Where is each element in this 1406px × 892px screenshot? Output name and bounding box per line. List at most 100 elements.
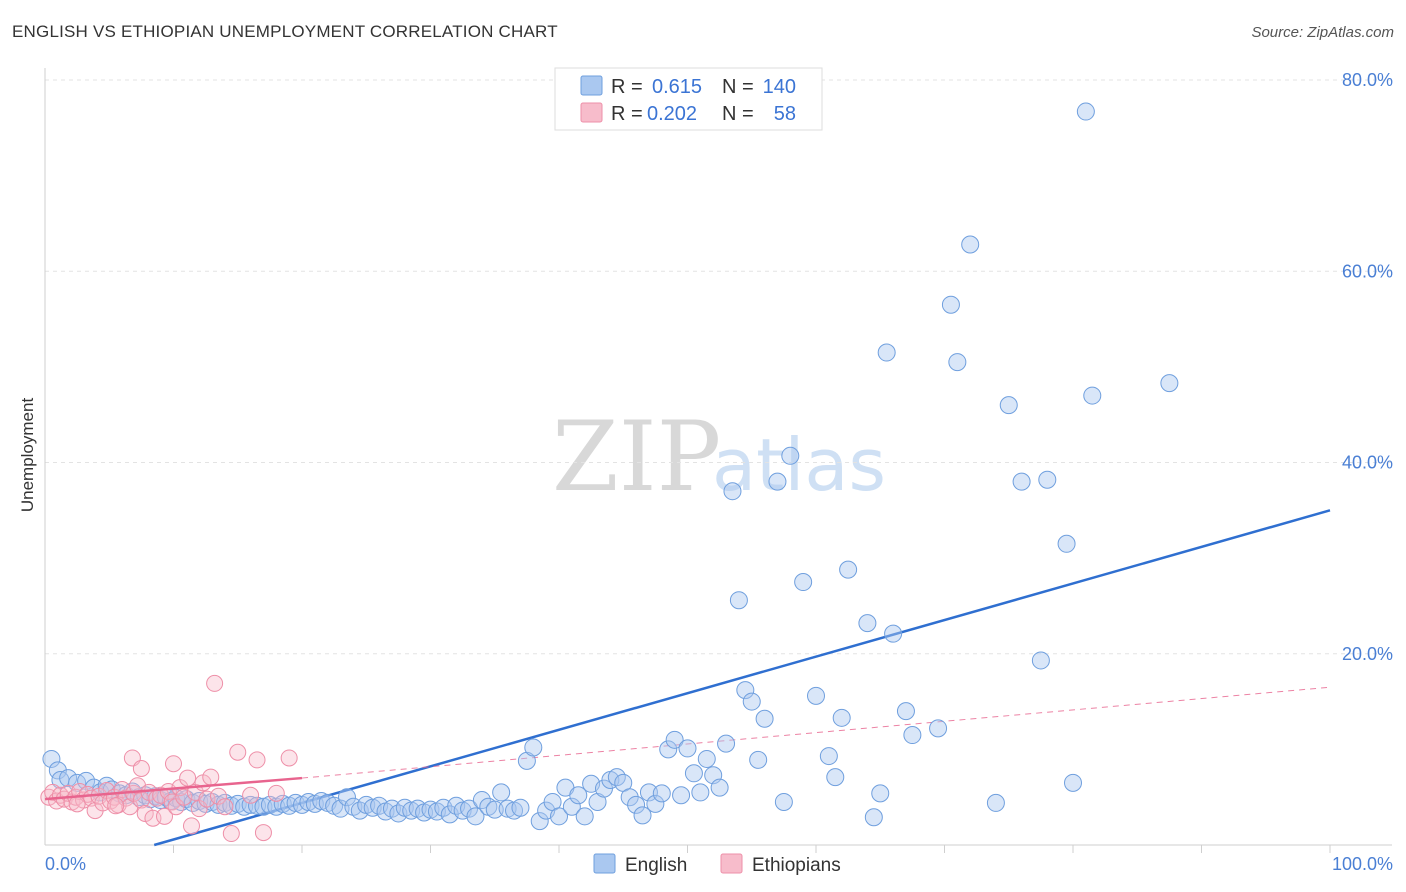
ethiopian-point <box>254 824 272 842</box>
english-point <box>749 750 768 769</box>
ethiopian-point <box>248 751 266 769</box>
english-point <box>807 686 825 705</box>
ethiopian-point <box>222 825 240 843</box>
english-point <box>569 786 588 805</box>
ethiopian-point <box>267 784 285 802</box>
english-point <box>684 764 703 783</box>
english-point <box>839 560 858 579</box>
watermark-zip: ZIP <box>552 401 721 513</box>
english-point <box>884 624 903 643</box>
english-point <box>575 807 594 826</box>
source-label: Source: ZipAtlas.com <box>1251 24 1394 41</box>
x-tick-label-min: 0.0% <box>45 854 86 874</box>
english-point <box>1038 470 1057 489</box>
legend-n-value-ethiopians: 58 <box>774 103 796 125</box>
english-point <box>903 726 922 745</box>
english-point <box>659 740 678 759</box>
english-point <box>286 793 305 812</box>
english-point <box>1083 386 1102 405</box>
english-point <box>1012 472 1031 491</box>
english-point <box>729 591 748 610</box>
english-point <box>1064 773 1082 792</box>
legend-swatch-ethiopians <box>580 102 603 123</box>
english-point <box>466 807 485 826</box>
english-point <box>1076 102 1095 121</box>
legend: R = 0.615 N = 140 R = 0.202 N = 58 <box>554 67 823 131</box>
bottom-legend-swatch-english[interactable] <box>593 853 616 874</box>
english-point <box>781 446 800 465</box>
english-point <box>492 783 511 802</box>
y-tick-label: 60.0% <box>1342 261 1393 281</box>
english-point <box>864 808 883 827</box>
ethiopian-point <box>165 755 182 773</box>
english-point <box>794 573 813 592</box>
ethiopian-point <box>202 768 220 786</box>
legend-r-value-ethiopians: 0.202 <box>647 103 697 125</box>
ethiopian-point <box>229 743 247 761</box>
ethiopian-point <box>280 749 298 767</box>
english-point <box>183 793 202 812</box>
english-point <box>755 709 774 728</box>
legend-r-label-english: R = <box>611 76 643 98</box>
english-point <box>832 708 851 727</box>
english-point <box>511 798 530 817</box>
english-point <box>222 796 241 815</box>
english-point <box>819 747 838 766</box>
english-point <box>710 778 729 797</box>
english-point <box>877 343 896 362</box>
english-point <box>723 482 742 501</box>
english-point <box>742 692 761 711</box>
bottom-legend: English Ethiopians <box>593 853 841 876</box>
chart-title: ENGLISH VS ETHIOPIAN UNEMPLOYMENT CORREL… <box>12 22 558 41</box>
ethiopian-point <box>107 797 125 815</box>
y-tick-label: 20.0% <box>1342 644 1393 664</box>
english-point <box>485 800 504 819</box>
bottom-legend-label-ethiopians[interactable]: Ethiopians <box>752 855 841 876</box>
english-point <box>273 794 292 813</box>
english-point <box>299 792 318 811</box>
english-point <box>562 797 581 816</box>
legend-n-label-english: N = <box>722 76 754 98</box>
english-point <box>42 749 61 768</box>
ethiopian-point <box>132 760 150 777</box>
ethiopian-points <box>40 674 303 843</box>
english-point <box>697 749 716 768</box>
english-point <box>672 786 691 805</box>
ethiopian-point <box>68 795 86 813</box>
english-point <box>254 797 273 816</box>
english-point <box>639 783 658 802</box>
english-point <box>1160 374 1179 393</box>
legend-r-value-english: 0.615 <box>652 76 702 98</box>
ethiopian-trend-extension <box>301 686 1331 779</box>
english-point <box>961 235 980 254</box>
english-point <box>858 614 877 633</box>
y-tick-labels: 20.0% 40.0% 60.0% 80.0% <box>1342 70 1393 664</box>
ethiopian-point <box>182 817 200 835</box>
ethiopian-point <box>156 807 174 825</box>
ethiopian-point <box>216 798 234 816</box>
english-point <box>691 783 710 802</box>
english-point <box>678 739 697 758</box>
english-point <box>871 784 890 803</box>
english-point <box>646 794 665 813</box>
english-point <box>941 295 960 314</box>
y-tick-label: 80.0% <box>1342 70 1393 90</box>
legend-swatch-english <box>580 75 603 96</box>
ethiopian-point <box>242 786 260 804</box>
legend-r-label-ethiopians: R = <box>611 103 643 125</box>
english-points <box>42 102 1179 831</box>
bottom-legend-swatch-ethiopians[interactable] <box>720 853 743 874</box>
english-point <box>948 353 967 372</box>
english-point <box>652 784 671 803</box>
legend-n-label-ethiopians: N = <box>722 103 754 125</box>
english-point <box>896 702 915 721</box>
english-point <box>620 788 639 807</box>
english-point <box>929 719 948 738</box>
english-point <box>627 795 646 814</box>
english-point <box>999 396 1018 415</box>
english-point <box>472 791 491 810</box>
english-point <box>1057 534 1076 553</box>
english-point <box>530 812 549 831</box>
english-point <box>736 681 755 700</box>
bottom-legend-label-english[interactable]: English <box>625 855 687 876</box>
